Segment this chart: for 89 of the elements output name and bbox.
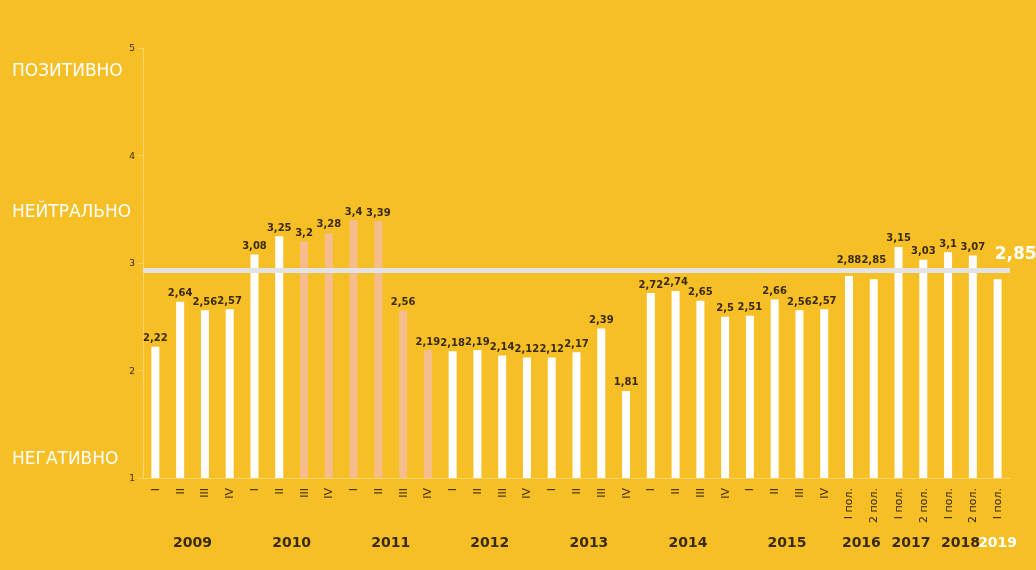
text: НЕГАТИВНО xyxy=(12,448,119,469)
text: 2014 xyxy=(668,534,708,550)
data-label: 2,57 xyxy=(811,294,837,306)
x-tick-label: I пол. xyxy=(991,488,1005,520)
x-tick-label: I xyxy=(743,488,757,492)
x-tick-label: III xyxy=(594,488,608,498)
x-tick-label: II xyxy=(669,488,683,495)
data-label: 3,03 xyxy=(910,245,936,257)
x-tick-label: I пол. xyxy=(842,488,856,520)
data-label: 2,22 xyxy=(143,332,168,344)
data-label: 2,66 xyxy=(762,285,788,297)
x-tick-label: III xyxy=(792,488,806,498)
x-tick-label: IV xyxy=(322,487,336,499)
text: 2010 xyxy=(272,534,312,550)
data-label: 2,5 xyxy=(716,302,735,314)
x-tick-label: II xyxy=(371,488,385,495)
y-tick-label: 2 xyxy=(129,365,135,376)
data-label: 2,65 xyxy=(688,286,713,298)
text: 2016 xyxy=(841,534,881,550)
y-tick-label: 3 xyxy=(129,258,135,268)
data-label: 2,56 xyxy=(390,295,416,307)
x-tick-label: I xyxy=(644,488,658,492)
x-tick-label: I xyxy=(446,488,460,492)
data-label: 2,64 xyxy=(167,287,193,299)
x-tick-label: I пол. xyxy=(892,488,906,520)
x-tick-label: IV xyxy=(718,487,732,499)
x-tick-label: II xyxy=(768,488,782,495)
data-label: 3,08 xyxy=(242,239,267,251)
text: 2019 xyxy=(978,534,1018,550)
x-tick-label: III xyxy=(495,488,509,498)
data-label: 2,85 xyxy=(861,254,887,266)
data-label: 3,07 xyxy=(960,240,986,252)
data-label: 3,39 xyxy=(365,206,391,218)
x-tick-label: III xyxy=(297,488,311,498)
data-label: 2,19 xyxy=(465,335,490,347)
text: 2017 xyxy=(891,534,931,550)
x-tick-label: IV xyxy=(817,487,831,499)
data-label: 3,2 xyxy=(295,227,313,238)
x-tick-label: III xyxy=(693,488,707,498)
data-label: 2,19 xyxy=(415,335,441,347)
data-label: 2,57 xyxy=(217,294,243,306)
data-label: 3,25 xyxy=(266,221,292,233)
text: ПОЗИТИВНО xyxy=(12,60,123,81)
x-tick-label: IV xyxy=(223,487,237,499)
x-tick-label: III xyxy=(198,488,212,498)
data-label: 3,28 xyxy=(316,218,342,230)
data-label: 2,17 xyxy=(564,337,589,349)
data-label: 2,72 xyxy=(638,278,664,290)
text: 2011 xyxy=(371,534,411,550)
data-label: 3,15 xyxy=(886,232,911,244)
x-tick-label: III xyxy=(396,488,410,498)
x-tick-label: IV xyxy=(520,487,534,499)
data-label: 2,18 xyxy=(440,336,466,348)
x-tick-label: II xyxy=(173,488,187,495)
x-tick-label: II xyxy=(470,488,484,495)
data-label: 3,1 xyxy=(939,237,957,249)
text: 2012 xyxy=(470,534,510,550)
data-label: 2,56 xyxy=(787,295,812,307)
data-label: 1,81 xyxy=(613,376,639,388)
x-tick-label: IV xyxy=(619,487,633,499)
x-tick-label: 2 пол. xyxy=(966,488,980,523)
x-tick-label: IV xyxy=(421,487,435,499)
data-label: 2,56 xyxy=(192,295,218,307)
y-tick-label: 5 xyxy=(129,43,135,53)
data-label: 2,39 xyxy=(588,314,614,326)
data-label: 3,4 xyxy=(344,205,363,217)
text: НЕЙТРАЛЬНО xyxy=(12,199,132,221)
y-tick-label: 4 xyxy=(129,150,136,161)
data-label: 2,85 xyxy=(994,242,1036,263)
data-label: 2,74 xyxy=(663,276,688,288)
text: 2009 xyxy=(173,534,213,550)
x-tick-label: I пол. xyxy=(941,488,955,520)
x-tick-label: 2 пол. xyxy=(916,488,930,523)
x-tick-label: I xyxy=(347,488,361,492)
text: 2015 xyxy=(767,534,807,550)
data-label: 2,88 xyxy=(836,254,862,266)
data-label: 2,14 xyxy=(489,340,515,352)
y-tick-label: 1 xyxy=(129,473,135,483)
x-tick-label: I xyxy=(247,488,261,492)
x-tick-label: II xyxy=(570,488,583,495)
data-label: 2,12 xyxy=(539,343,565,355)
x-tick-label: I xyxy=(148,488,162,492)
text: 2018 xyxy=(940,534,980,550)
x-tick-label: II xyxy=(272,488,286,495)
data-label: 2,51 xyxy=(737,301,763,313)
x-tick-label: I xyxy=(545,488,559,492)
x-tick-label: 2 пол. xyxy=(867,488,881,523)
text: 2013 xyxy=(569,534,609,550)
data-label: 2,12 xyxy=(514,343,540,355)
